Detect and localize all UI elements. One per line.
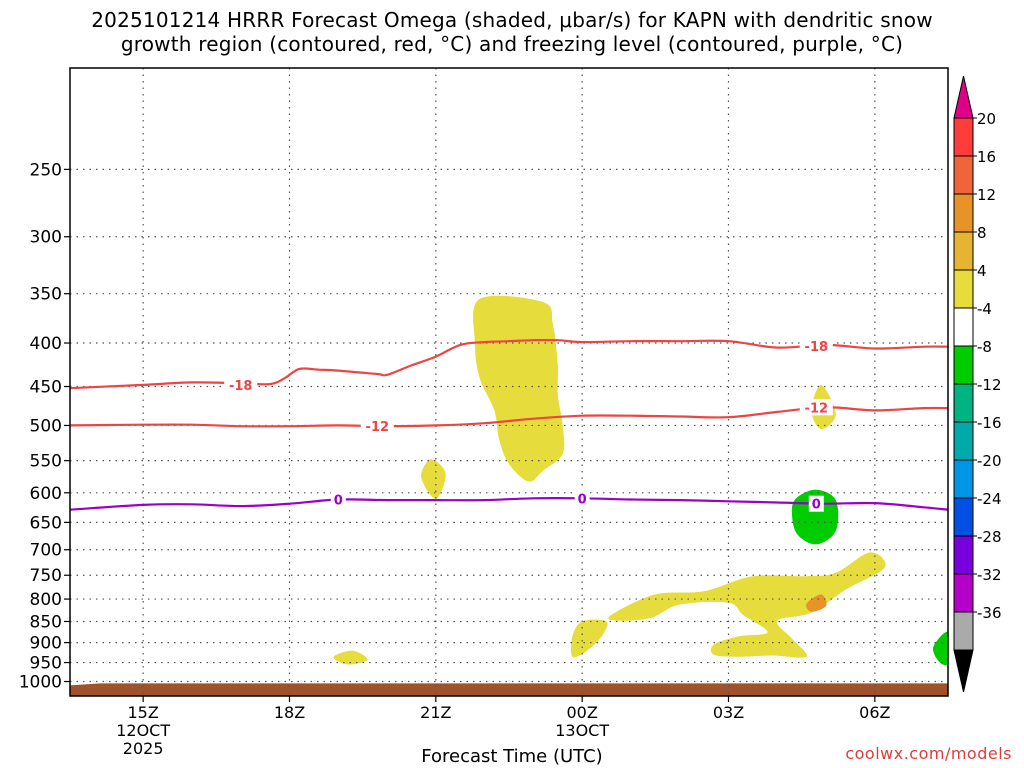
y-tick-label-300: 300 [30,228,62,248]
colorbar-bottom-triangle [953,649,974,693]
colorbar-label--12: -12 [977,376,1002,394]
y-tick-label-250: 250 [30,160,62,180]
contour-line-0 [70,497,948,511]
contour-label-0: 0 [578,492,587,507]
colorbar-label-4: 4 [977,262,987,280]
contour-label-bg [799,337,833,354]
y-tick-label-450: 450 [30,378,62,398]
colorbar-label-8: 8 [977,224,987,242]
chart-title-line-2: growth region (contoured, red, °C) and f… [120,32,904,56]
colorbar-label--4: -4 [977,300,992,318]
colorbar-label--8: -8 [977,338,992,356]
x-tick-year-15Z: 2025 [123,739,164,758]
contour-label--12: -12 [366,420,390,435]
chart-title-line-1: 2025101214 HRRR Forecast Omega (shaded, … [91,8,933,32]
y-tick-label-400: 400 [30,334,62,354]
y-tick-label-800: 800 [30,590,62,610]
colorbar-segment-14 [953,611,974,651]
colorbar-segment-9 [953,421,974,461]
y-tick-label-850: 850 [30,612,62,632]
colorbar-segment-12 [953,535,974,575]
contour-layer: -18 -18 -12 -12 0 0 0 [70,337,948,513]
contour-label-bg [799,399,833,416]
omega-region-9 [933,631,948,666]
colorbar-segment-2 [953,155,974,195]
omega-region-5 [608,552,886,658]
contour-label-bg [360,418,394,435]
x-tick-date-00Z: 13OCT [555,721,609,740]
colorbar-label-12: 12 [977,186,996,204]
colorbar-segment-11 [953,497,974,537]
x-tick-label-18Z: 18Z [274,703,305,722]
colorbar-segment-4 [953,231,974,271]
y-tick-label-750: 750 [30,566,62,586]
colorbar-label--32: -32 [977,566,1002,584]
colorbar-segment-1 [953,117,974,157]
x-tick-label-03Z: 03Z [713,703,744,722]
contour-label-bg [808,495,824,512]
colorbar-segment-6 [953,307,974,347]
omega-region-3 [333,650,368,665]
y-axis: 2503003504004505005506006507007508008509… [19,160,70,693]
omega-region-2 [421,459,446,499]
colorbar-segment-8 [953,383,974,423]
x-axis-title: Forecast Time (UTC) [421,746,603,767]
contour-label--12: -12 [805,401,829,416]
y-tick-label-650: 650 [30,513,62,533]
x-tick-label-06Z: 06Z [859,703,890,722]
contour-label-bg [574,490,590,507]
colorbar-label--36: -36 [977,604,1002,622]
y-tick-label-900: 900 [30,634,62,654]
x-tick-label-21Z: 21Z [420,703,451,722]
omega-region-7 [806,594,827,612]
plot-frame [69,67,949,697]
y-tick-label-1000: 1000 [19,673,62,693]
y-tick-label-500: 500 [30,416,62,436]
contour-label-0: 0 [812,498,821,513]
colorbar-label--16: -16 [977,414,1002,432]
omega-shading-layer [333,295,948,666]
colorbar-label--28: -28 [977,528,1002,546]
y-tick-label-350: 350 [30,285,62,305]
colorbar-top-triangle [953,75,974,119]
contour-label--18: -18 [805,340,829,355]
x-tick-date-15Z: 12OCT [116,721,170,740]
colorbar-segment-7 [953,345,974,385]
credit-text: coolwx.com/models [845,744,1012,763]
contour-label-bg [330,491,346,508]
y-tick-label-700: 700 [30,541,62,561]
contour-label--18: -18 [229,379,253,394]
colorbar-segment-3 [953,193,974,233]
x-tick-label-00Z: 00Z [567,703,598,722]
colorbar-label-16: 16 [977,148,996,166]
ground-layer [70,683,948,696]
omega-region-1 [473,295,565,482]
grid-layer [70,68,948,696]
colorbar-label--20: -20 [977,452,1002,470]
colorbar-label--24: -24 [977,490,1002,508]
colorbar-label-20: 20 [977,110,996,128]
colorbar-segment-13 [953,573,974,613]
ground-surface [70,683,948,696]
y-tick-label-950: 950 [30,654,62,674]
colorbar: 20 16 12 8 4 -4 -8 -12 -16 -20 -24 -28 -32 -36 [953,75,1002,693]
contour-label-0: 0 [334,494,343,509]
y-tick-label-550: 550 [30,452,62,472]
colorbar-segment-10 [953,459,974,499]
y-tick-label-600: 600 [30,484,62,504]
colorbar-segment-5 [953,269,974,309]
omega-region-4 [570,619,608,658]
contour-line--18 [70,338,948,390]
x-tick-label-15Z: 15Z [128,703,159,722]
contour-label-bg [224,376,258,393]
